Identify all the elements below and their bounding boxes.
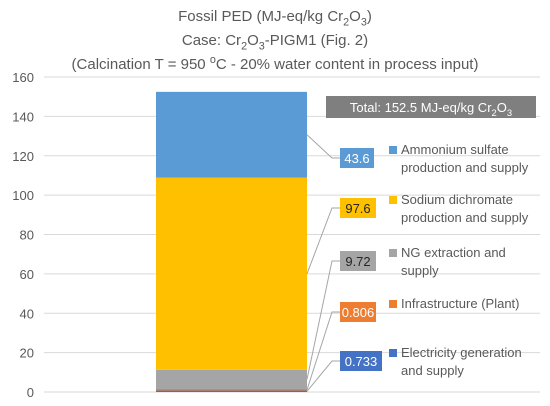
leader-line: [306, 134, 340, 159]
legend-entry-text: production and supply: [401, 210, 529, 225]
total-box-background: [326, 96, 536, 118]
y-tick-label: 40: [20, 306, 34, 321]
y-tick-label: 160: [12, 70, 34, 85]
legend-entry-text: Electricity generation: [401, 345, 522, 360]
chart-title: Fossil PED (MJ-eq/kg Cr2​O3​) Case: Cr2​O…: [72, 8, 479, 73]
leader-lines: [306, 134, 340, 392]
legend-marker: [389, 249, 397, 257]
y-tick-label: 60: [20, 267, 34, 282]
data-label: 9.72: [345, 254, 370, 269]
leader-line: [306, 207, 340, 274]
y-tick-label: 0: [27, 385, 34, 400]
legend: Electricity generation and supply Infrastr…: [389, 142, 529, 378]
legend-marker: [389, 146, 397, 154]
legend-marker: [389, 300, 397, 308]
data-label-box: [340, 148, 374, 168]
y-tick-label: 20: [20, 346, 34, 361]
chart-title-line-3: (Calcination T = 950 o​C - 20% water con…: [72, 54, 479, 73]
bar-segment-ammonium-sulfate-production-and-supply: [156, 91, 307, 178]
y-axis: 0 20 40 60 80 100 120 140 160: [12, 70, 34, 400]
total-label: Total: 152.5 MJ-eq/kg Cr2​O3​: [350, 100, 512, 118]
legend-entry-text: Sodium dichromate: [401, 192, 513, 207]
legend-entry-text: production and supply: [401, 160, 529, 175]
legend-entry-text: Infrastructure (Plant): [401, 296, 520, 311]
data-label: 0.733: [345, 354, 378, 369]
data-label: 0.806: [342, 305, 375, 320]
chart-title-line-2: Case: Cr2​O3​-PIGM1 (Fig. 2): [182, 32, 368, 53]
legend-entry-text: supply: [401, 263, 439, 278]
stacked-bar: [156, 91, 307, 392]
leader-line: [306, 360, 340, 392]
data-label-box: [340, 351, 382, 371]
legend-entry-text: and supply: [401, 363, 464, 378]
legend-marker: [389, 196, 397, 204]
data-labels: 0.733 0.806 9.72 97.6 43.6: [340, 148, 382, 371]
bar-segment-electricity-generation-and-supply: [156, 390, 307, 392]
data-label: 97.6: [345, 201, 370, 216]
y-tick-label: 140: [12, 109, 34, 124]
data-label-box: [340, 198, 376, 218]
legend-marker: [389, 349, 397, 357]
leader-line: [306, 311, 340, 390]
data-label-box: [340, 251, 376, 271]
bar-segment-ng-extraction-and-supply: [156, 369, 307, 389]
legend-entry-text: NG extraction and: [401, 245, 506, 260]
legend-entry-text: Ammonium sulfate: [401, 142, 509, 157]
total-box: Total: 152.5 MJ-eq/kg Cr2​O3​: [326, 96, 536, 118]
y-tick-label: 80: [20, 228, 34, 243]
leader-line: [306, 260, 340, 380]
data-label: 43.6: [344, 151, 369, 166]
chart-title-line-1: Fossil PED (MJ-eq/kg Cr2​O3​): [178, 8, 372, 29]
bar-segment-infrastructure-plant-: [156, 388, 307, 391]
bar-segment-sodium-dichromate-production-and-supply: [156, 177, 307, 370]
data-label-box: [340, 302, 376, 322]
y-tick-label: 100: [12, 188, 34, 203]
y-tick-label: 120: [12, 149, 34, 164]
